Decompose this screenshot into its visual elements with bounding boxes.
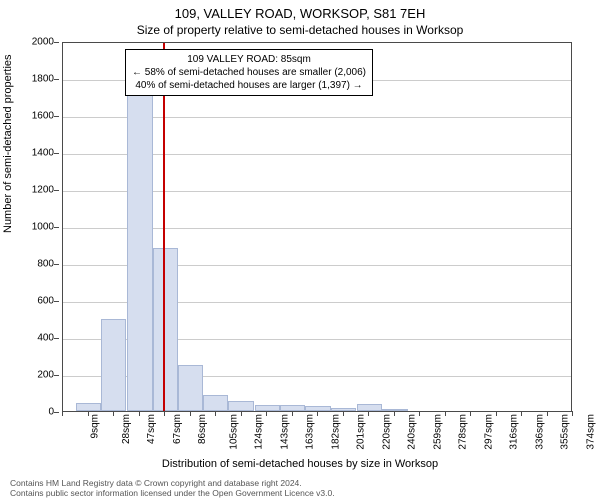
plot-area: 109 VALLEY ROAD: 85sqm ← 58% of semi-det… <box>62 42 572 412</box>
bar <box>280 405 305 411</box>
bar <box>228 401 253 411</box>
y-tick-label: 200 <box>37 370 54 381</box>
attribution-line2: Contains public sector information licen… <box>10 489 335 498</box>
x-tick-mark <box>266 411 267 416</box>
title-block: 109, VALLEY ROAD, WORKSOP, S81 7EH Size … <box>0 0 600 37</box>
bar <box>101 319 126 412</box>
chart-container: 109, VALLEY ROAD, WORKSOP, S81 7EH Size … <box>0 0 600 500</box>
x-tick-label: 124sqm <box>254 414 265 450</box>
x-tick-mark <box>190 411 191 416</box>
bar <box>382 409 407 411</box>
y-tick-label: 800 <box>37 259 54 270</box>
x-axis-ticks: 9sqm 28sqm 47sqm 67sqm 86sqm 105sqm 124sqm 143s… <box>62 412 572 462</box>
annotation-line1: 109 VALLEY ROAD: 85sqm <box>132 53 366 66</box>
x-tick-mark <box>215 411 216 416</box>
x-tick-mark <box>547 411 548 416</box>
x-tick-mark <box>317 411 318 416</box>
x-tick-label: 28sqm <box>121 414 132 444</box>
x-tick-mark <box>572 411 573 416</box>
reference-line <box>163 43 165 411</box>
bar <box>127 82 152 411</box>
y-tick-label: 1600 <box>32 111 54 122</box>
x-tick-mark <box>521 411 522 416</box>
main-title: 109, VALLEY ROAD, WORKSOP, S81 7EH <box>0 6 600 21</box>
y-tick-mark <box>54 375 59 376</box>
x-tick-mark <box>164 411 165 416</box>
x-tick-mark <box>88 411 89 416</box>
x-tick-label: 278sqm <box>458 414 469 450</box>
annotation-box: 109 VALLEY ROAD: 85sqm ← 58% of semi-det… <box>125 49 373 96</box>
x-tick-mark <box>470 411 471 416</box>
x-tick-label: 163sqm <box>305 414 316 450</box>
x-tick-label: 67sqm <box>172 414 183 444</box>
y-tick-mark <box>54 301 59 302</box>
y-tick-label: 1800 <box>32 74 54 85</box>
x-tick-label: 336sqm <box>534 414 545 450</box>
x-tick-mark <box>113 411 114 416</box>
x-tick-label: 220sqm <box>381 414 392 450</box>
y-tick-mark <box>54 79 59 80</box>
bar <box>203 395 228 411</box>
x-tick-label: 240sqm <box>407 414 418 450</box>
annotation-line3: 40% of semi-detached houses are larger (… <box>132 79 366 92</box>
y-tick-mark <box>54 42 59 43</box>
y-axis-ticks: 0200400600800100012001400160018002000 <box>0 42 58 412</box>
y-tick-mark <box>54 264 59 265</box>
x-tick-label: 86sqm <box>197 414 208 444</box>
x-tick-mark <box>241 411 242 416</box>
y-tick-label: 600 <box>37 296 54 307</box>
x-tick-label: 374sqm <box>585 414 596 450</box>
x-tick-mark <box>292 411 293 416</box>
x-tick-mark <box>139 411 140 416</box>
x-tick-label: 297sqm <box>483 414 494 450</box>
y-tick-mark <box>54 153 59 154</box>
y-tick-label: 1400 <box>32 148 54 159</box>
x-tick-label: 9sqm <box>89 414 100 438</box>
annotation-line2: ← 58% of semi-detached houses are smalle… <box>132 66 366 79</box>
x-tick-mark <box>62 411 63 416</box>
x-tick-label: 105sqm <box>228 414 239 450</box>
y-tick-mark <box>54 338 59 339</box>
x-axis-label: Distribution of semi-detached houses by … <box>0 458 600 470</box>
sub-title: Size of property relative to semi-detach… <box>0 23 600 37</box>
x-tick-label: 201sqm <box>356 414 367 450</box>
bar <box>178 365 203 411</box>
x-tick-mark <box>496 411 497 416</box>
x-tick-mark <box>445 411 446 416</box>
y-tick-label: 1200 <box>32 185 54 196</box>
x-tick-label: 316sqm <box>509 414 520 450</box>
y-tick-mark <box>54 116 59 117</box>
x-tick-label: 47sqm <box>146 414 157 444</box>
x-tick-label: 143sqm <box>279 414 290 450</box>
y-tick-mark <box>54 412 59 413</box>
bar <box>153 248 178 411</box>
bar <box>76 403 101 411</box>
bar <box>357 404 382 411</box>
y-tick-label: 1000 <box>32 222 54 233</box>
y-tick-mark <box>54 227 59 228</box>
x-tick-mark <box>394 411 395 416</box>
y-tick-label: 2000 <box>32 37 54 48</box>
attribution-text: Contains HM Land Registry data © Crown c… <box>10 479 335 498</box>
x-tick-mark <box>368 411 369 416</box>
x-tick-label: 355sqm <box>560 414 571 450</box>
y-tick-mark <box>54 190 59 191</box>
x-tick-label: 182sqm <box>330 414 341 450</box>
y-tick-label: 400 <box>37 333 54 344</box>
x-tick-mark <box>419 411 420 416</box>
x-tick-label: 259sqm <box>432 414 443 450</box>
x-tick-mark <box>343 411 344 416</box>
bar <box>255 405 280 411</box>
